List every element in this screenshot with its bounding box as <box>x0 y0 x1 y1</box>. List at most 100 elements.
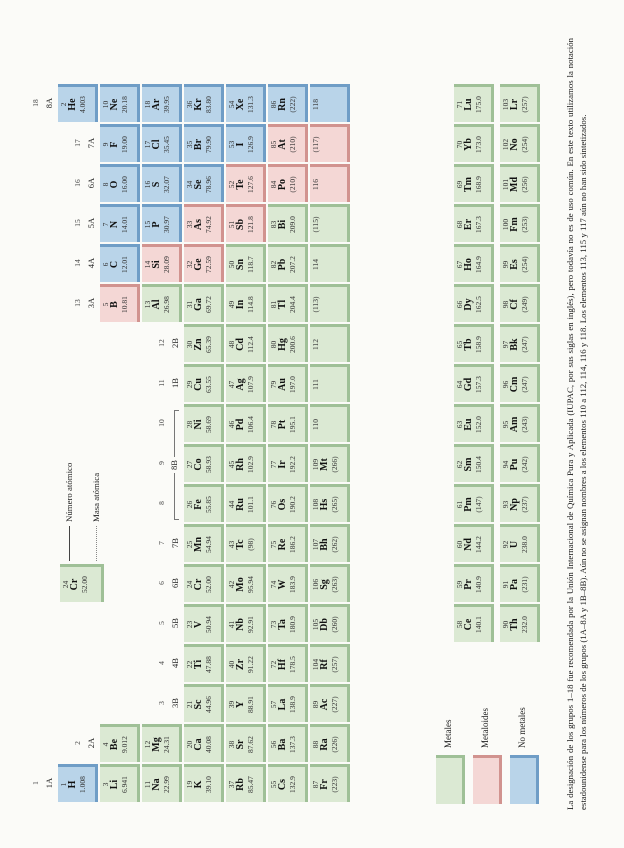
element-cell-Co: 27 Co 58.93 <box>184 444 224 482</box>
atomic-mass: 47.88 <box>203 656 213 673</box>
element-cell-Bi: 83 Bi 209.0 <box>268 204 308 242</box>
atomic-mass-label: Masa atómica <box>91 472 101 522</box>
element-cell-Cm: 96 Cm (247) <box>500 364 540 402</box>
atomic-mass: 30.97 <box>161 216 171 233</box>
element-cell-Th: 90 Th 232.0 <box>500 604 540 642</box>
element-cell-Sg: 106 Sg (263) <box>310 564 350 602</box>
atomic-mass: (257) <box>519 96 529 113</box>
atomic-mass: 144.2 <box>473 536 483 553</box>
atomic-mass: 65.39 <box>203 336 213 353</box>
atomic-mass: (237) <box>519 496 529 513</box>
group-number-14: 14 <box>73 259 82 267</box>
element-cell-I: 53 I 126.9 <box>226 124 266 162</box>
element-cell-W: 74 W 183.9 <box>268 564 308 602</box>
atomic-mass: 200.6 <box>287 336 297 353</box>
atomic-mass: 132.9 <box>287 776 297 793</box>
element-cell-Na: 11 Na 22.99 <box>142 764 182 802</box>
group-number-12: 12 <box>157 339 166 347</box>
group-number-18: 18 <box>31 99 40 107</box>
atomic-mass: 55.85 <box>203 496 213 513</box>
atomic-mass: 24.31 <box>161 736 171 753</box>
atomic-mass: 178.5 <box>287 656 297 673</box>
element-cell-Ag: 47 Ag 107.9 <box>226 364 266 402</box>
group-label-4B: 4B <box>170 658 180 668</box>
group-label-8B: 8B <box>169 460 179 470</box>
element-cell-Pt: 78 Pt 195.1 <box>268 404 308 442</box>
atomic-mass: (253) <box>519 216 529 233</box>
element-cell-Nd: 60 Nd 144.2 <box>454 524 494 562</box>
element-cell-K: 19 K 39.10 <box>184 764 224 802</box>
element-cell-Cl: 17 Cl 35.45 <box>142 124 182 162</box>
element-cell-Lr: 103 Lr (257) <box>500 84 540 122</box>
group-label-6B: 6B <box>170 578 180 588</box>
atomic-mass: 39.95 <box>161 96 171 113</box>
atomic-mass: 162.5 <box>473 296 483 313</box>
element-cell-Os: 76 Os 190.2 <box>268 484 308 522</box>
group-label-3B: 3B <box>170 698 180 708</box>
element-cell-Sm: 62 Sm 150.4 <box>454 444 494 482</box>
atomic-mass: 19.00 <box>119 136 129 153</box>
group-number-17: 17 <box>73 139 82 147</box>
element-cell-(117): (117) <box>310 124 350 162</box>
atomic-mass: 167.3 <box>473 216 483 233</box>
element-cell-Ti: 22 Ti 47.88 <box>184 644 224 682</box>
group-number-1: 1 <box>31 781 40 785</box>
group-number-11: 11 <box>157 379 166 387</box>
element-cell-Ni: 28 Ni 58.69 <box>184 404 224 442</box>
atomic-mass: 192.2 <box>287 456 297 473</box>
atomic-mass: 10.81 <box>119 296 129 313</box>
element-cell-Ne: 10 Ne 20.18 <box>100 84 140 122</box>
group-label-5B: 5B <box>170 618 180 628</box>
group-number-5: 5 <box>157 621 166 625</box>
atomic-mass: 54.94 <box>203 536 213 553</box>
group-number-9: 9 <box>157 461 166 465</box>
atomic-mass: 88.91 <box>245 696 255 713</box>
atomic-mass: 204.4 <box>287 296 297 313</box>
element-cell-F: 9 F 19.00 <box>100 124 140 162</box>
element-cell-Hs: 108 Hs (265) <box>310 484 350 522</box>
atomic-mass: 1.008 <box>77 776 87 793</box>
atomic-mass: 140.1 <box>473 616 483 633</box>
group-number-10: 10 <box>157 419 166 427</box>
atomic-mass: 102.9 <box>245 456 255 473</box>
atomic-mass: (210) <box>287 176 297 193</box>
element-cell-Ir: 77 Ir 192.2 <box>268 444 308 482</box>
atomic-mass: (254) <box>519 136 529 153</box>
atomic-mass: (247) <box>519 336 529 353</box>
element-cell-Zr: 40 Zr 91.22 <box>226 644 266 682</box>
element-cell-At: 85 At (210) <box>268 124 308 162</box>
atomic-mass: 207.2 <box>287 256 297 273</box>
group-label-5A: 5A <box>86 217 96 229</box>
atomic-mass: 6.941 <box>119 776 129 793</box>
element-cell-La: 57 La 138.9 <box>268 684 308 722</box>
element-cell-B: 5 B 10.81 <box>100 284 140 322</box>
element-cell-Al: 13 Al 26.98 <box>142 284 182 322</box>
element-cell-Tc: 43 Tc (98) <box>226 524 266 562</box>
atomic-mass: 26.98 <box>161 296 171 313</box>
element-cell-V: 23 V 50.94 <box>184 604 224 642</box>
atomic-mass: (210) <box>287 136 297 153</box>
element-cell-No: 102 No (254) <box>500 124 540 162</box>
atomic-mass: 87.62 <box>245 736 255 753</box>
element-cell-Db: 105 Db (260) <box>310 604 350 642</box>
group-8b-bracket: 8B <box>169 409 181 520</box>
element-cell-Mn: 25 Mn 54.94 <box>184 524 224 562</box>
element-cell-(113): (113) <box>310 284 350 322</box>
atomic-mass: (265) <box>329 496 339 513</box>
element-cell-Er: 68 Er 167.3 <box>454 204 494 242</box>
callout-atomic-mass: 52.00 <box>79 576 89 593</box>
atomic-mass: 95.94 <box>245 576 255 593</box>
element-cell-S: 16 S 32.07 <box>142 164 182 202</box>
atomic-mass: 52.00 <box>203 576 213 593</box>
element-cell-Rf: 104 Rf (257) <box>310 644 350 682</box>
element-cell-Eu: 63 Eu 152.0 <box>454 404 494 442</box>
atomic-mass: 137.3 <box>287 736 297 753</box>
element-cell-112: 112 <box>310 324 350 362</box>
group-label-7A: 7A <box>86 137 96 149</box>
element-cell-Mo: 42 Mo 95.94 <box>226 564 266 602</box>
element-cell-Am: 95 Am (243) <box>500 404 540 442</box>
atomic-number: 118 <box>311 99 320 110</box>
atomic-mass: 209.0 <box>287 216 297 233</box>
atomic-mass: 74.92 <box>203 216 213 233</box>
element-cell-Md: 101 Md (256) <box>500 164 540 202</box>
